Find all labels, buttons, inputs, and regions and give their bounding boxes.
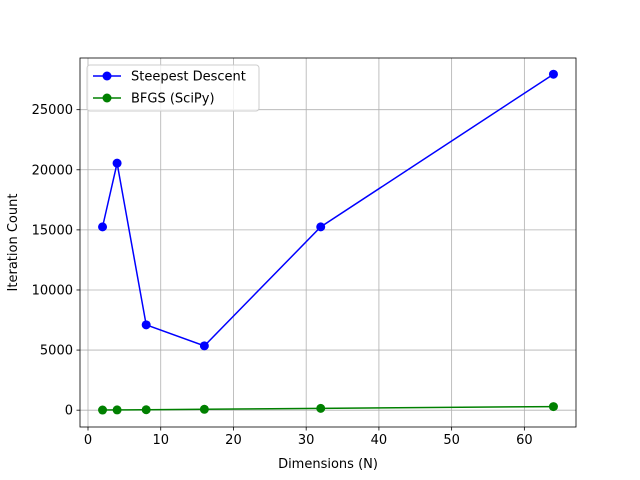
- x-tick-label: 10: [152, 433, 169, 448]
- x-tick-label: 60: [516, 433, 533, 448]
- x-tick-label: 50: [443, 433, 460, 448]
- data-point: [141, 320, 151, 330]
- series-steepest-descent: [98, 69, 558, 351]
- y-tick-label: 10000: [32, 283, 73, 298]
- series-layer: [98, 69, 558, 415]
- series-bfgs-scipy: [98, 402, 558, 415]
- y-tick-label: 5000: [40, 344, 73, 359]
- data-point: [199, 404, 209, 414]
- legend-marker-steepest-descent: [102, 71, 112, 81]
- data-point: [141, 405, 151, 415]
- data-point: [112, 405, 122, 415]
- data-point: [316, 222, 326, 232]
- y-tick-label: 20000: [32, 163, 73, 178]
- y-tick-label: 25000: [32, 103, 73, 118]
- series-line-steepest-descent: [101, 73, 554, 347]
- legend-box: [86, 64, 260, 112]
- x-axis-label: Dimensions (N): [278, 457, 378, 472]
- data-point: [98, 222, 108, 232]
- x-tick-label: 30: [298, 433, 315, 448]
- plot-area: [80, 58, 576, 427]
- legend-marker-bfgs: [102, 93, 112, 103]
- data-point: [548, 402, 558, 412]
- y-tick-label: 0: [65, 404, 73, 419]
- plot-frame: [79, 57, 577, 428]
- x-tick-label: 20: [225, 433, 242, 448]
- data-point: [316, 403, 326, 413]
- data-point: [112, 158, 122, 168]
- legend-label-steepest-descent: Steepest Descent: [131, 70, 246, 85]
- legend: Steepest Descent BFGS (SciPy): [86, 64, 260, 112]
- y-tick-label: 15000: [32, 223, 73, 238]
- data-point: [199, 341, 209, 351]
- x-tick-label: 0: [84, 433, 92, 448]
- data-point: [548, 69, 558, 79]
- x-tick-label: 40: [371, 433, 388, 448]
- data-point: [98, 405, 108, 415]
- y-axis-label: Iteration Count: [6, 194, 21, 292]
- legend-label-bfgs: BFGS (SciPy): [131, 92, 215, 107]
- ticks: 0 10 20 30 40 50 60 0 5000 10000 15000 20000 25000: [32, 103, 533, 448]
